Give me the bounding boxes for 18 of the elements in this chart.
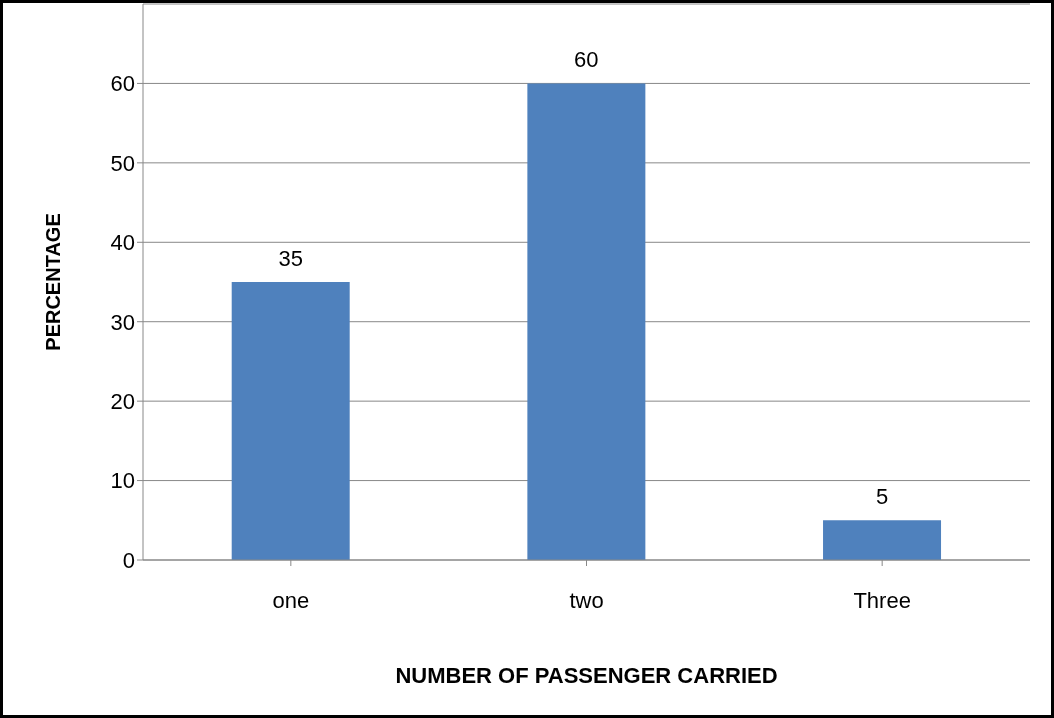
y-tick-label: 10 (110, 468, 135, 494)
y-axis-title: PERCENTAGE (42, 213, 65, 351)
x-tick-label: two (569, 587, 604, 613)
data-label: 5 (875, 484, 889, 510)
x-tick-label: one (272, 587, 310, 613)
bar (231, 282, 350, 560)
y-tick-label: 40 (110, 230, 135, 256)
y-tick-label: 20 (110, 388, 135, 414)
x-axis-title: NUMBER OF PASSENGER CARRIED (395, 663, 778, 688)
y-tick-label: 0 (122, 547, 135, 573)
y-tick-label: 60 (110, 71, 135, 97)
bar (527, 83, 646, 560)
data-label: 35 (278, 246, 303, 271)
x-tick-label: Three (853, 587, 911, 613)
data-label: 60 (574, 47, 599, 73)
bar (823, 520, 942, 560)
y-tick-label: 50 (110, 150, 135, 176)
y-tick-label: 30 (110, 309, 135, 335)
